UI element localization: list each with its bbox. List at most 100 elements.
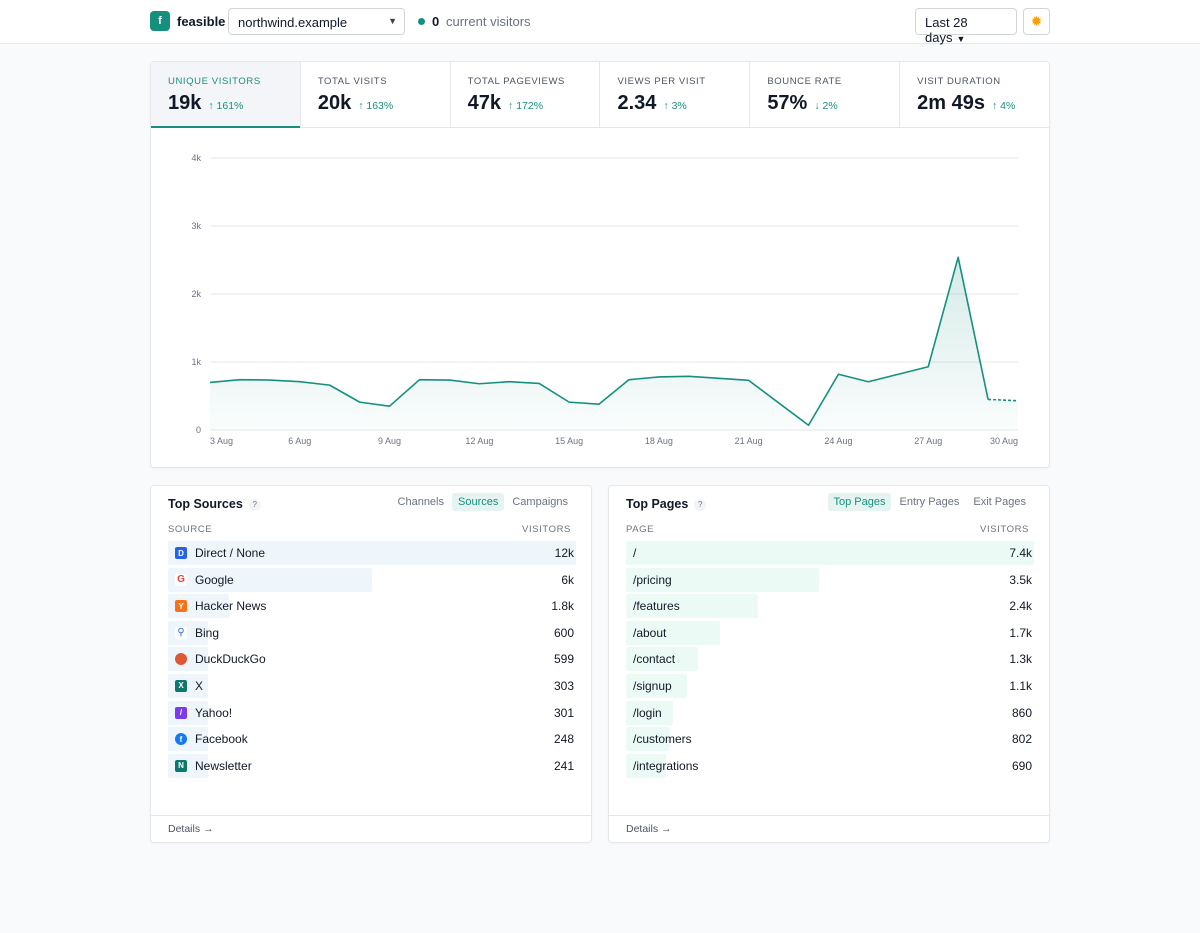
row-label: G Google bbox=[168, 573, 234, 587]
sources-details-link[interactable]: Details → bbox=[151, 815, 591, 842]
x-icon: X bbox=[175, 679, 187, 692]
row-bar bbox=[626, 647, 698, 672]
list-item[interactable]: X X 303 bbox=[168, 673, 574, 698]
metrics-row: Unique Visitors 19k ↑ 161% Total Visits 20k ↑… bbox=[151, 62, 1049, 128]
column-header-visitors: VISITORS bbox=[980, 524, 1029, 535]
panel-title-text: Top Pages bbox=[626, 497, 689, 511]
data-point bbox=[299, 381, 301, 383]
y-tick-label: 3k bbox=[191, 221, 201, 231]
row-bar bbox=[168, 673, 208, 698]
row-label: / Yahoo! bbox=[168, 706, 232, 720]
data-point bbox=[358, 401, 360, 403]
tab-exit-pages[interactable]: Exit Pages bbox=[973, 496, 1026, 508]
row-label-text: Direct / None bbox=[195, 546, 266, 560]
data-point bbox=[807, 424, 809, 426]
list-item[interactable]: N Newsletter 241 bbox=[168, 753, 574, 778]
metric-value-row: 57% ↓ 2% bbox=[767, 92, 899, 115]
bing-icon: ⚲ bbox=[175, 626, 187, 639]
row-label: ⚲ Bing bbox=[168, 626, 219, 640]
row-bar bbox=[626, 673, 687, 698]
tab-top-pages[interactable]: Top Pages bbox=[827, 493, 892, 511]
list-item[interactable]: / 7.4k bbox=[626, 541, 1034, 565]
data-point bbox=[448, 379, 450, 381]
logo-icon[interactable]: f bbox=[150, 11, 170, 31]
data-point bbox=[538, 382, 540, 384]
row-label: / bbox=[626, 546, 636, 560]
row-value: 3.5k bbox=[1009, 572, 1032, 587]
row-label-text: DuckDuckGo bbox=[195, 652, 266, 667]
row-label-text: Facebook bbox=[195, 732, 248, 747]
metric-unique-visitors[interactable]: Unique Visitors 19k ↑ 161% bbox=[151, 62, 301, 128]
list-item[interactable]: /contact 1.3k bbox=[626, 647, 1032, 672]
top-pages-panel: Top Pages? Top Pages Entry Pages Exit Page… bbox=[608, 485, 1050, 843]
x-tick-label: 3 Aug bbox=[210, 436, 233, 446]
list-item[interactable]: /about 1.7k bbox=[626, 620, 1032, 645]
metric-total-pageviews[interactable]: Total Pageviews 47k ↑ 172% bbox=[451, 62, 601, 127]
pages-details-link[interactable]: Details → bbox=[609, 815, 1049, 842]
list-item[interactable]: G Google 6k bbox=[168, 567, 574, 592]
metric-total-visits[interactable]: Total Visits 20k ↑ 163% bbox=[301, 62, 451, 127]
site-selector[interactable]: northwind.example ▼ bbox=[228, 8, 405, 35]
top-sources-title: Top Sources? bbox=[168, 497, 261, 511]
google-icon: G bbox=[175, 573, 187, 586]
data-point bbox=[837, 373, 839, 375]
list-item[interactable]: /pricing 3.5k bbox=[626, 567, 1032, 592]
data-point bbox=[987, 398, 989, 400]
sources-list: D Direct / None 12k G Google 6k Y Hacker News 1.… bbox=[168, 541, 576, 780]
tab-entry-pages[interactable]: Entry Pages bbox=[899, 496, 960, 508]
metric-visit-duration[interactable]: Visit Duration 2m 49s ↑ 4% bbox=[900, 62, 1049, 127]
panel-title-text: Top Sources bbox=[168, 497, 243, 511]
row-label: /contact bbox=[626, 652, 675, 666]
row-value: 12k bbox=[554, 546, 574, 560]
list-item[interactable]: /signup 1.1k bbox=[626, 673, 1032, 698]
list-item[interactable]: /login 860 bbox=[626, 700, 1032, 725]
row-value: 1.7k bbox=[1009, 625, 1032, 640]
list-item[interactable]: / Yahoo! 301 bbox=[168, 700, 574, 725]
tab-channels[interactable]: Channels bbox=[397, 496, 444, 508]
list-item[interactable]: ⚲ Bing 600 bbox=[168, 620, 574, 645]
help-icon[interactable]: ? bbox=[248, 498, 261, 511]
current-visitors-count[interactable]: 0 bbox=[432, 14, 440, 29]
list-item[interactable]: /integrations 690 bbox=[626, 753, 1032, 778]
metric-value: 20k bbox=[317, 92, 352, 114]
y-tick-label: 2k bbox=[191, 289, 201, 299]
column-headers: PAGE VISITORS bbox=[626, 524, 1029, 535]
y-tick-label: 4k bbox=[191, 153, 201, 163]
data-point bbox=[1017, 400, 1019, 402]
list-item[interactable]: /customers 802 bbox=[626, 727, 1032, 752]
tab-sources[interactable]: Sources bbox=[452, 493, 505, 511]
list-item[interactable]: /features 2.4k bbox=[626, 594, 1032, 619]
visitors-chart[interactable]: 0 1k 2k 3k 4k 3 Aug 6 Aug 9 Aug 12 Aug 15 Aug 18 A… bbox=[151, 128, 1049, 468]
metric-value: 57% bbox=[767, 92, 808, 114]
column-header-page: PAGE bbox=[626, 524, 655, 535]
list-item[interactable]: Y Hacker News 1.8k bbox=[168, 594, 574, 619]
row-bar bbox=[626, 567, 819, 592]
list-item[interactable]: DuckDuckGo 599 bbox=[168, 647, 574, 672]
row-label-text: X bbox=[195, 678, 204, 693]
data-point bbox=[568, 401, 570, 403]
metric-value-row: 47k ↑ 172% bbox=[468, 92, 600, 115]
row-value: 303 bbox=[553, 678, 574, 693]
list-item[interactable]: D Direct / None 12k bbox=[168, 541, 576, 565]
metric-value-row: 2m 49s ↑ 4% bbox=[917, 92, 1049, 115]
data-point bbox=[777, 402, 779, 404]
chevron-down-icon: ▼ bbox=[956, 34, 966, 44]
metric-views-per-visit[interactable]: Views per Visit 2.34 ↑ 3% bbox=[600, 62, 751, 127]
chevron-down-icon: ▼ bbox=[388, 16, 397, 26]
help-icon[interactable]: ? bbox=[694, 498, 707, 511]
top-pages-title: Top Pages? bbox=[626, 497, 707, 511]
row-label-text: /contact bbox=[633, 652, 676, 667]
current-visitors-label[interactable]: current visitors bbox=[446, 14, 531, 29]
row-value: 1.8k bbox=[551, 599, 574, 614]
date-range-picker[interactable]: Last 28 days ▼ bbox=[915, 8, 1017, 45]
hacker-news-icon: Y bbox=[175, 600, 187, 613]
tab-campaigns[interactable]: Campaigns bbox=[512, 496, 568, 508]
theme-toggle-button[interactable]: ✹ bbox=[1023, 8, 1050, 35]
list-item[interactable]: f Facebook 248 bbox=[168, 727, 574, 752]
row-value: 301 bbox=[553, 705, 574, 720]
metric-label: Total Visits bbox=[317, 76, 388, 87]
metric-bounce-rate[interactable]: Bounce Rate 57% ↓ 2% bbox=[750, 62, 901, 127]
facebook-icon: f bbox=[175, 733, 187, 746]
brand-name[interactable]: feasible bbox=[177, 14, 226, 29]
